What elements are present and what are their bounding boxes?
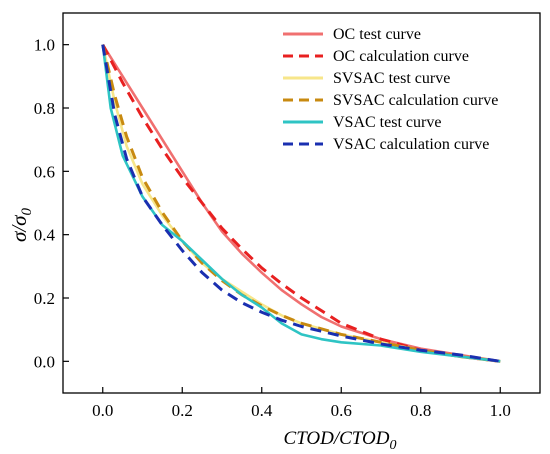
x-tick-label: 0.4 xyxy=(251,401,273,420)
axis-ticks: 0.0 0.2 0.4 0.6 0.8 1.0 0.0 0.2 0.4 0.6 0.8 1.0 xyxy=(34,36,511,420)
y-tick-label: 0.8 xyxy=(34,99,55,118)
legend-label-vsac-test-curve: VSAC test curve xyxy=(333,114,441,131)
x-tick-label: 0.2 xyxy=(172,401,193,420)
y-tick-label: 1.0 xyxy=(34,36,55,55)
oc-calculation-curve-line xyxy=(101,43,501,363)
x-axis-label: CTOD/CTOD0 xyxy=(284,428,397,453)
y-axis-label: σ/σ0 xyxy=(7,207,35,242)
y-tick-label: 0.6 xyxy=(34,162,55,181)
x-tick-label: 0.8 xyxy=(410,401,431,420)
y-tick-label: 0.2 xyxy=(34,289,55,308)
x-tick-label: 0.6 xyxy=(331,401,352,420)
legend-label-oc-calculation-curve: OC calculation curve xyxy=(333,48,469,65)
series-lines xyxy=(101,43,501,363)
y-tick-label: 0.0 xyxy=(34,352,55,371)
x-tick-label: 0.0 xyxy=(92,401,113,420)
oc-test-curve-line xyxy=(101,43,501,363)
legend-label-vsac-calculation-curve: VSAC calculation curve xyxy=(333,136,489,153)
legend-label-svsac-test-curve: SVSAC test curve xyxy=(333,70,450,87)
legend-label-svsac-calculation-curve: SVSAC calculation curve xyxy=(333,92,498,109)
plot-frame xyxy=(62,12,541,394)
legend: OC test curve OC calculation curve SVSAC t… xyxy=(283,26,498,153)
y-tick-label: 0.4 xyxy=(34,226,56,245)
x-tick-label: 1.0 xyxy=(490,401,511,420)
legend-label-oc-test-curve: OC test curve xyxy=(333,26,421,43)
vsac-calculation-curve-line xyxy=(101,44,501,363)
